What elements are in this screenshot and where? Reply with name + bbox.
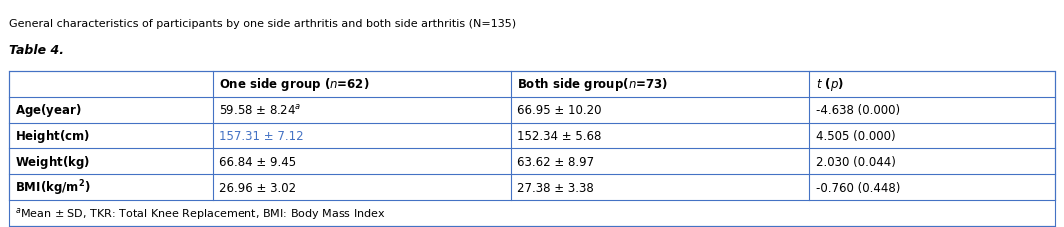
Text: 66.84 ± 9.45: 66.84 ± 9.45 [219, 155, 296, 168]
Text: 26.96 ± 3.02: 26.96 ± 3.02 [219, 181, 296, 194]
Text: 2.030 (0.044): 2.030 (0.044) [816, 155, 896, 168]
Text: $\mathit{\mathbf{BMI(kg/m^{2})}}$: $\mathit{\mathbf{BMI(kg/m^{2})}}$ [15, 178, 90, 197]
Text: Table 4.: Table 4. [9, 43, 64, 57]
Text: 152.34 ± 5.68: 152.34 ± 5.68 [517, 129, 602, 142]
Text: $^{a}$Mean ± SD, TKR: Total Knee Replacement, BMI: Body Mass Index: $^{a}$Mean ± SD, TKR: Total Knee Replace… [15, 205, 385, 221]
Text: 157.31 ± 7.12: 157.31 ± 7.12 [219, 129, 303, 142]
Text: $\mathit{t}$ ($\mathit{p}$): $\mathit{t}$ ($\mathit{p}$) [816, 76, 844, 93]
Text: Both side group($\mathit{n}$=73): Both side group($\mathit{n}$=73) [517, 76, 668, 93]
Text: 59.58 ± 8.24$^{a}$: 59.58 ± 8.24$^{a}$ [219, 103, 301, 117]
Text: $\mathit{\mathbf{Weight(kg)}}$: $\mathit{\mathbf{Weight(kg)}}$ [15, 153, 90, 170]
Text: 63.62 ± 8.97: 63.62 ± 8.97 [517, 155, 595, 168]
Text: One side group ($\mathit{n}$=62): One side group ($\mathit{n}$=62) [219, 76, 369, 93]
Text: 4.505 (0.000): 4.505 (0.000) [816, 129, 896, 142]
Text: $\mathit{\mathbf{Age(year)}}$: $\mathit{\mathbf{Age(year)}}$ [15, 102, 82, 118]
Text: 27.38 ± 3.38: 27.38 ± 3.38 [517, 181, 594, 194]
Text: -0.760 (0.448): -0.760 (0.448) [816, 181, 900, 194]
Text: General characteristics of participants by one side arthritis and both side arth: General characteristics of participants … [9, 19, 516, 29]
Text: -4.638 (0.000): -4.638 (0.000) [816, 104, 900, 117]
Bar [9, 72, 1055, 226]
Text: 66.95 ± 10.20: 66.95 ± 10.20 [517, 104, 602, 117]
Text: $\mathit{\mathbf{Height(cm)}}$: $\mathit{\mathbf{Height(cm)}}$ [15, 127, 90, 144]
